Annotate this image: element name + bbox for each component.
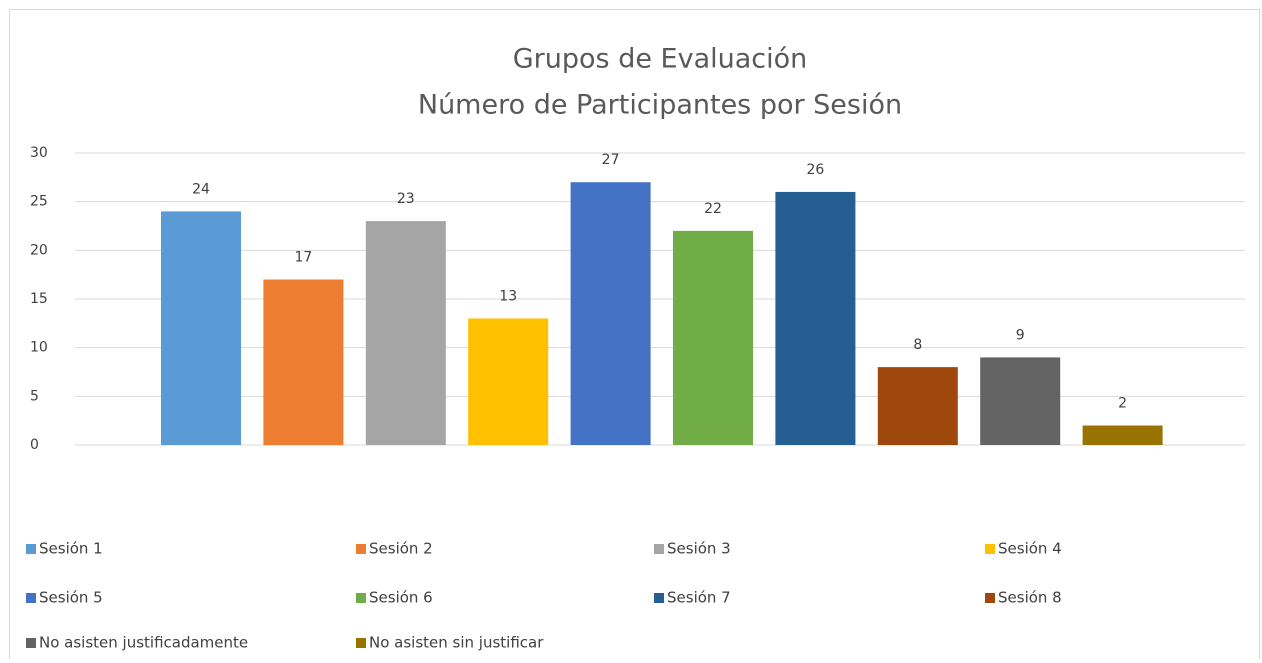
legend-label: Sesión 8 [998,589,1062,607]
legend-swatch [26,638,36,648]
data-label: 8 [913,337,922,353]
data-label: 13 [499,288,517,304]
bar [468,318,549,445]
legend-swatch [654,593,664,603]
y-tick-label: 0 [30,437,39,453]
legend-label: No asisten sin justificar [369,634,544,652]
data-label: 22 [704,201,722,217]
legend-swatch [356,638,366,648]
legend-label: Sesión 2 [369,540,433,558]
data-label: 9 [1016,327,1025,343]
legend-swatch [26,544,36,554]
legend-label: Sesión 3 [667,540,731,558]
y-tick-label: 20 [30,242,48,258]
legend-swatch [985,593,995,603]
y-tick-label: 10 [30,340,48,356]
data-label: 23 [397,191,415,207]
data-label: 17 [294,250,312,266]
chart-subtitle: Número de Participantes por Sesión [418,90,902,121]
chart-title: Grupos de Evaluación [513,44,808,75]
legend-swatch [26,593,36,603]
data-label: 27 [602,152,620,168]
bar [365,221,446,445]
legend-swatch [985,544,995,554]
legend-swatch [356,544,366,554]
legend-label: Sesión 7 [667,589,731,607]
bar [1082,425,1163,445]
bar [775,191,856,445]
y-tick-label: 30 [30,145,48,161]
data-label: 24 [192,181,210,197]
bar [161,211,241,445]
legend-swatch [654,544,664,554]
legend-swatch [356,593,366,603]
y-tick-label: 15 [30,291,48,307]
data-label: 2 [1118,396,1127,412]
legend-label: Sesión 5 [39,589,103,607]
bar [877,367,958,445]
bar [570,182,651,445]
bar [980,357,1061,445]
data-label: 26 [806,162,824,178]
legend-label: No asisten justificadamente [39,634,248,652]
legend-label: Sesión 1 [39,540,103,558]
legend-label: Sesión 6 [369,589,433,607]
legend-label: Sesión 4 [998,540,1062,558]
bar [673,230,753,445]
y-tick-label: 5 [30,388,39,404]
y-tick-label: 25 [30,194,48,210]
bar [263,279,344,445]
